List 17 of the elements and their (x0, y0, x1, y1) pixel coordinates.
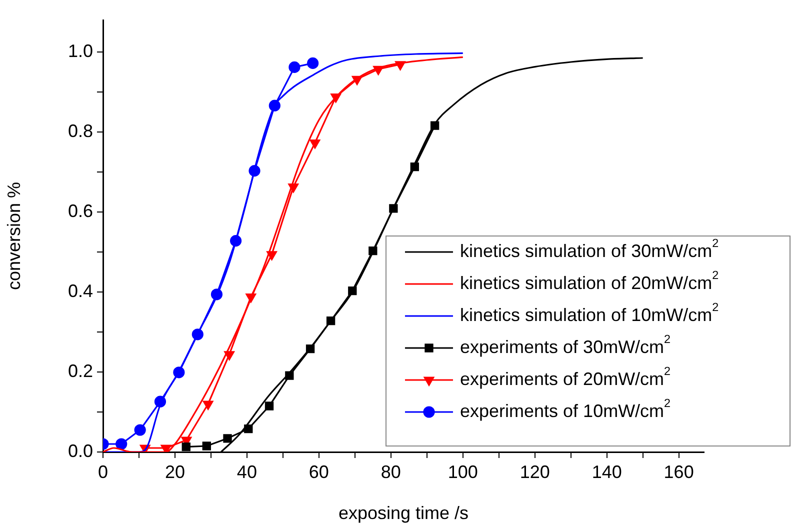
x-tick-label: 40 (236, 462, 257, 482)
x-tick-label: 80 (380, 462, 401, 482)
x-tick-label: 60 (308, 462, 329, 482)
x-tick-label: 160 (664, 462, 694, 482)
x-tick-label: 0 (98, 462, 108, 482)
x-tick-label: 100 (448, 462, 478, 482)
y-axis-title: conversion % (4, 182, 24, 290)
y-tick-label: 0.0 (68, 440, 93, 461)
x-tick-label: 20 (164, 462, 185, 482)
y-tick-label: 0.8 (68, 120, 93, 141)
y-tick-label: 0.4 (68, 280, 93, 301)
y-tick-label: 0.2 (68, 360, 93, 381)
x-tick-label: 140 (592, 462, 622, 482)
x-tick-label: 120 (520, 462, 550, 482)
y-tick-label: 0.6 (68, 200, 93, 221)
y-tick-label: 1.0 (68, 40, 93, 61)
x-axis-title: exposing time /s (338, 503, 469, 524)
